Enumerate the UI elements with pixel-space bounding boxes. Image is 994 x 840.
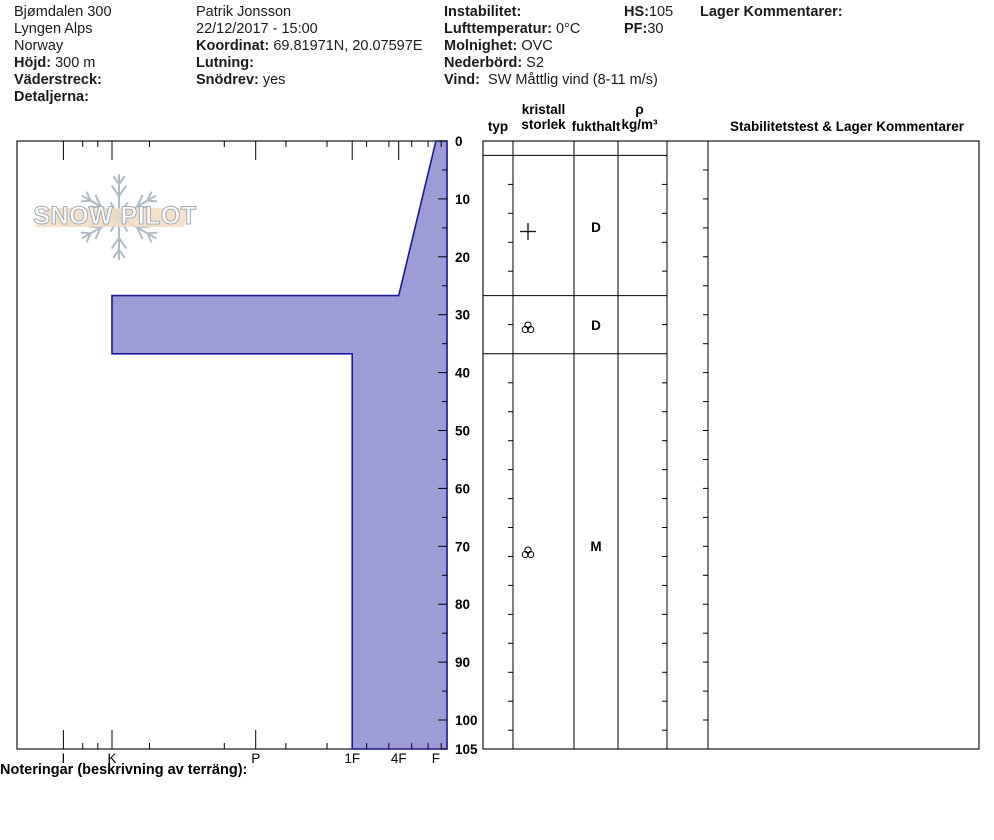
svg-text:M: M: [590, 539, 601, 554]
svg-text:70: 70: [455, 539, 470, 554]
svg-text:20: 20: [455, 250, 470, 265]
svg-text:60: 60: [455, 481, 470, 496]
svg-text:D: D: [591, 220, 601, 235]
svg-text:90: 90: [455, 655, 470, 670]
svg-text:30: 30: [455, 308, 470, 323]
svg-text:100: 100: [455, 713, 478, 728]
svg-text:1F: 1F: [344, 751, 360, 766]
svg-text:40: 40: [455, 366, 470, 381]
svg-text:10: 10: [455, 192, 470, 207]
svg-text:F: F: [432, 751, 440, 766]
svg-text:0: 0: [455, 134, 463, 149]
svg-text:4F: 4F: [391, 751, 407, 766]
svg-text:50: 50: [455, 424, 470, 439]
svg-text:P: P: [251, 751, 260, 766]
svg-text:105: 105: [455, 742, 478, 757]
svg-text:SNOW PILOT: SNOW PILOT: [33, 202, 196, 230]
svg-text:D: D: [591, 318, 601, 333]
svg-text:80: 80: [455, 597, 470, 612]
